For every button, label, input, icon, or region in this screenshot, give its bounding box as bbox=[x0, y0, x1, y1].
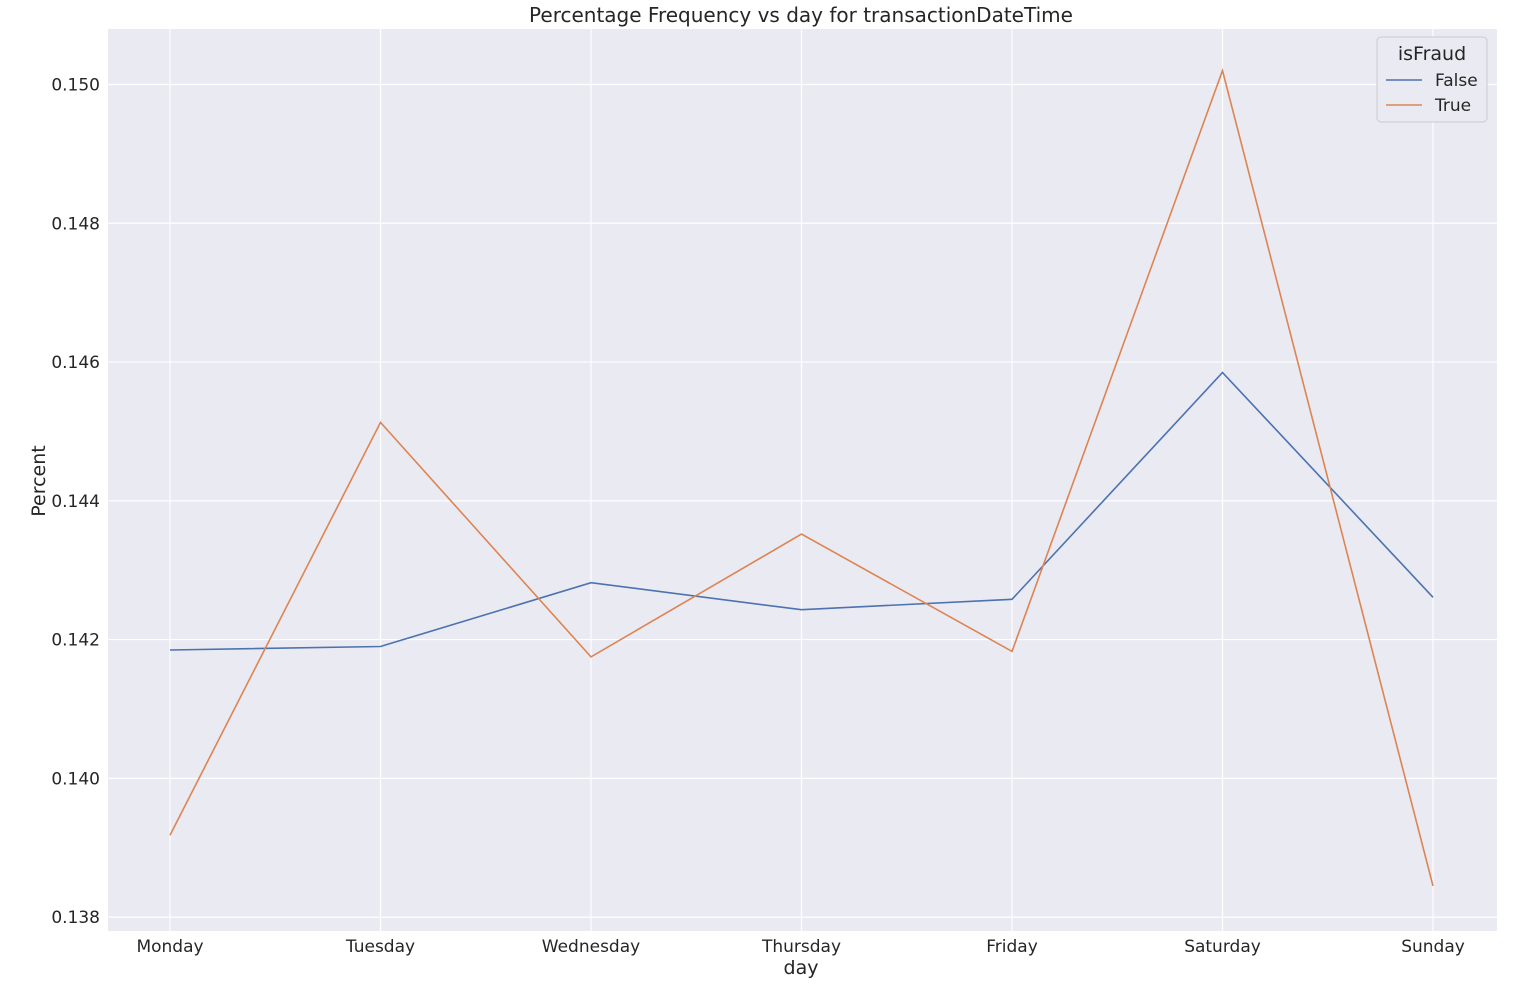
y-tick-label: 0.138 bbox=[51, 908, 100, 928]
x-tick-label: Friday bbox=[986, 937, 1038, 957]
legend: isFraud False True bbox=[1376, 36, 1488, 123]
y-tick-label: 0.140 bbox=[51, 769, 100, 789]
y-axis-label: Percent bbox=[28, 445, 50, 517]
x-tick-label: Saturday bbox=[1184, 937, 1261, 957]
legend-title: isFraud bbox=[1398, 43, 1466, 65]
x-tick-label: Thursday bbox=[761, 937, 841, 957]
y-tick-label: 0.148 bbox=[51, 214, 100, 234]
legend-label-true: True bbox=[1434, 96, 1471, 116]
y-tick-label: 0.146 bbox=[51, 353, 100, 373]
x-tick-label: Wednesday bbox=[542, 937, 640, 957]
y-tick-label: 0.142 bbox=[51, 631, 100, 651]
series-line-false bbox=[169, 371, 1434, 651]
x-axis-label: day bbox=[784, 957, 819, 979]
grid bbox=[108, 29, 1497, 931]
x-tick-label: Monday bbox=[136, 937, 203, 957]
series-layer bbox=[169, 67, 1434, 887]
legend-label-false: False bbox=[1435, 71, 1478, 91]
series-line-true bbox=[169, 67, 1434, 887]
chart-title: Percentage Frequency vs day for transact… bbox=[529, 3, 1073, 27]
y-tick-label: 0.150 bbox=[51, 76, 100, 96]
legend-box bbox=[1376, 36, 1488, 123]
ticks: Monday Tuesday Wednesday Thursday Friday Satu… bbox=[51, 76, 1464, 957]
x-tick-label: Sunday bbox=[1401, 937, 1465, 957]
plot-area bbox=[108, 29, 1497, 931]
x-tick-label: Tuesday bbox=[345, 937, 415, 957]
y-tick-label: 0.144 bbox=[51, 492, 100, 512]
